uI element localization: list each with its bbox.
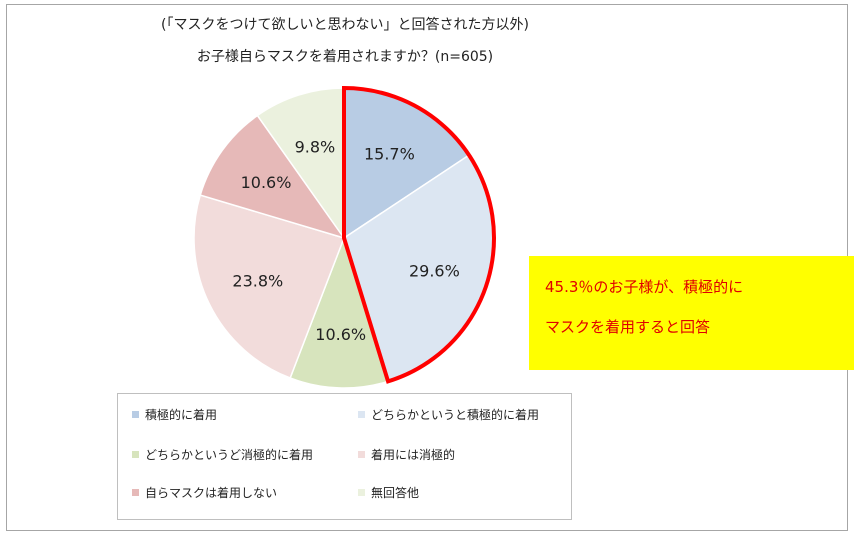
legend-item-1: 積極的に着用 — [132, 408, 217, 422]
slice-label-6: 9.8% — [295, 138, 336, 157]
legend-label: どちらかというど消極的に着用 — [145, 448, 314, 462]
pie-slice-3 — [289, 235, 390, 389]
highlight-outline — [342, 85, 496, 384]
chart-subtitle: お子様自らマスクを着用されますか？(n=605) — [196, 49, 494, 65]
highlight-callout: 45.3％のお子様が、積極的に マスクを着用すると回答 — [529, 256, 854, 370]
legend-item-6: 無回答他 — [358, 486, 419, 500]
slice-label-2: 29.6% — [409, 261, 460, 280]
legend-label: どちらかというと積極的に着用 — [371, 408, 540, 422]
legend-swatch — [358, 411, 365, 418]
legend-swatch — [358, 489, 365, 496]
legend-label: 積極的に着用 — [145, 408, 218, 422]
slice-label-5: 10.6% — [241, 173, 292, 192]
slice-label-3: 10.6% — [315, 325, 366, 344]
legend-item-4: 着用には消極的 — [358, 448, 455, 462]
chart-title: (「マスクをつけて欲しいと思わない」と回答された方以外) — [161, 17, 529, 33]
legend-item-3: どちらかというど消極的に着用 — [132, 448, 313, 462]
legend-swatch — [358, 451, 365, 458]
callout-line-2: マスクを着用すると回答 — [545, 318, 711, 336]
legend-label: 無回答他 — [371, 486, 420, 500]
legend-item-2: どちらかというと積極的に着用 — [358, 408, 539, 422]
legend-item-5: 自らマスクは着用しない — [132, 486, 277, 500]
legend-swatch — [132, 411, 139, 418]
legend-label: 自らマスクは着用しない — [145, 486, 278, 500]
slice-label-1: 15.7% — [364, 144, 415, 163]
legend-swatch — [132, 451, 139, 458]
legend-swatch — [132, 489, 139, 496]
slice-label-4: 23.8% — [232, 271, 283, 290]
pie-slice-4 — [193, 194, 345, 379]
callout-line-1: 45.3％のお子様が、積極的に — [545, 278, 744, 296]
chart-legend: 積極的に着用 どちらかというと積極的に着用どちらかというど消極的に着用 着用には消極… — [117, 393, 572, 520]
pie-slice-5 — [199, 114, 346, 240]
pie-slice-6 — [256, 87, 345, 241]
legend-label: 着用には消極的 — [371, 448, 456, 462]
